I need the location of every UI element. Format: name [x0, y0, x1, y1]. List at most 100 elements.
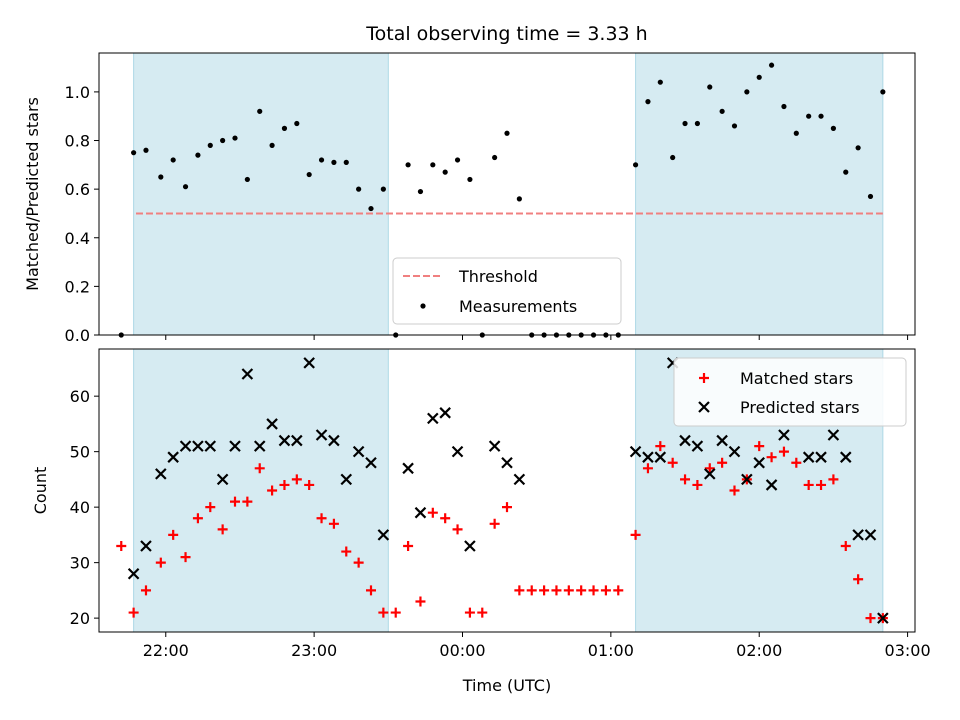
matched-star-point — [464, 607, 475, 618]
matched-star-point — [865, 613, 876, 624]
measurement-point — [318, 157, 325, 163]
predicted-star-point — [204, 440, 217, 452]
count-x-tick-label-2: 00:00 — [439, 641, 485, 660]
matched-star-point — [526, 585, 537, 596]
ratio-y-tick-label-3: 0.6 — [65, 180, 90, 199]
measurement-point — [356, 186, 362, 192]
measurement-point — [855, 145, 861, 151]
matched-star-point — [403, 540, 414, 551]
predicted-star-point — [691, 440, 704, 452]
measurement-point — [719, 108, 725, 114]
measurement-point — [492, 154, 498, 161]
predicted-star-point — [629, 445, 642, 458]
predicted-star-point — [451, 445, 464, 458]
measurement-point — [632, 162, 639, 168]
ratio-legend: Threshold Measurements — [392, 257, 622, 325]
measurement-point — [331, 159, 337, 165]
matched-star-point — [502, 502, 512, 513]
predicted-star-point — [291, 434, 303, 447]
predicted-star-point — [140, 540, 152, 552]
measurement-point — [170, 157, 176, 163]
predicted-star-point — [839, 451, 852, 463]
legend-predicted-swatch — [698, 401, 710, 413]
count-x-tick-label-0: 22:00 — [143, 641, 189, 660]
measurement-point — [182, 184, 189, 190]
predicted-star-point — [827, 429, 840, 441]
matched-star-point — [279, 479, 290, 490]
count-y-ticks: 20 30 40 50 60 — [70, 387, 99, 628]
measurement-point — [417, 188, 424, 195]
matched-star-point — [551, 585, 562, 596]
predicted-star-point — [167, 451, 179, 463]
measurement-point — [244, 176, 250, 183]
ratio-y-tick-label-4: 0.8 — [65, 132, 90, 151]
predicted-star-point — [241, 368, 254, 380]
predicted-star-point — [852, 529, 864, 541]
measurement-point — [442, 169, 448, 175]
predicted-star-point — [877, 612, 889, 624]
measurement-point — [880, 89, 886, 95]
measurement-point — [645, 99, 651, 105]
matched-star-point — [613, 585, 624, 596]
ratio-legend-box — [392, 257, 622, 325]
ratio-y-ticks: 0.0 0.2 0.4 0.6 0.8 1.0 — [65, 83, 99, 345]
count-y-axis-label: Count — [31, 467, 50, 515]
matched-star-point — [116, 540, 127, 551]
measurement-point — [657, 79, 663, 85]
matched-star-point — [230, 496, 240, 507]
predicted-star-point — [778, 429, 790, 441]
matched-star-point — [816, 479, 827, 490]
matched-star-point — [217, 524, 228, 535]
measurement-point — [306, 171, 312, 178]
count-x-ticks: 22:00 23:00 00:00 01:00 02:00 03:00 — [143, 632, 931, 660]
measurement-point — [756, 74, 762, 80]
matched-star-point — [415, 596, 426, 607]
predicted-star-point — [253, 440, 266, 452]
measurement-point — [269, 142, 275, 148]
ratio-y-tick-label-5: 1.0 — [65, 83, 90, 102]
measurement-point — [195, 152, 201, 158]
predicted-star-point — [192, 440, 204, 452]
predicted-star-point — [464, 540, 476, 552]
measurement-point — [818, 113, 824, 119]
matched-star-point — [452, 524, 463, 535]
measurement-point — [281, 125, 288, 131]
matched-star-point — [140, 585, 151, 596]
predicted-star-point — [642, 451, 654, 463]
matched-star-point — [328, 518, 339, 529]
matched-star-point — [729, 485, 740, 496]
predicted-star-point — [414, 506, 427, 519]
measurement-point — [768, 62, 775, 68]
matched-star-point — [353, 557, 364, 568]
legend-matched-swatch — [699, 373, 709, 383]
matched-star-point — [316, 513, 327, 524]
measurement-point — [731, 123, 738, 129]
ratio-y-axis-label: Matched/Predicted stars — [23, 97, 42, 291]
matched-star-point — [778, 446, 789, 457]
predicted-star-point — [229, 440, 241, 452]
measurement-point — [368, 205, 374, 212]
matched-star-point — [754, 441, 765, 452]
predicted-star-point — [315, 429, 328, 441]
predicted-star-point — [488, 440, 501, 452]
measurement-point — [467, 176, 473, 183]
predicted-star-point — [654, 451, 667, 463]
count-y-tick-label-4: 60 — [70, 387, 90, 406]
predicted-star-point — [340, 473, 353, 486]
count-x-tick-label-3: 01:00 — [588, 641, 634, 660]
matched-star-point — [390, 607, 401, 618]
matched-star-point — [205, 502, 216, 513]
matched-star-point — [766, 452, 777, 463]
ratio-y-tick-label-0: 0.0 — [65, 326, 90, 345]
measurement-point — [744, 89, 750, 95]
ratio-panel: 0.0 0.2 0.4 0.6 0.8 1.0 Total observing time … — [23, 23, 916, 345]
measurement-point — [694, 120, 701, 127]
matched-star-point — [803, 479, 814, 490]
ratio-shade-0 — [133, 53, 389, 335]
count-y-tick-label-3: 50 — [70, 443, 90, 462]
predicted-star-point — [802, 451, 815, 463]
matched-star-point — [366, 585, 376, 596]
ratio-x-ticks — [165, 335, 909, 340]
matched-star-point — [514, 585, 525, 596]
